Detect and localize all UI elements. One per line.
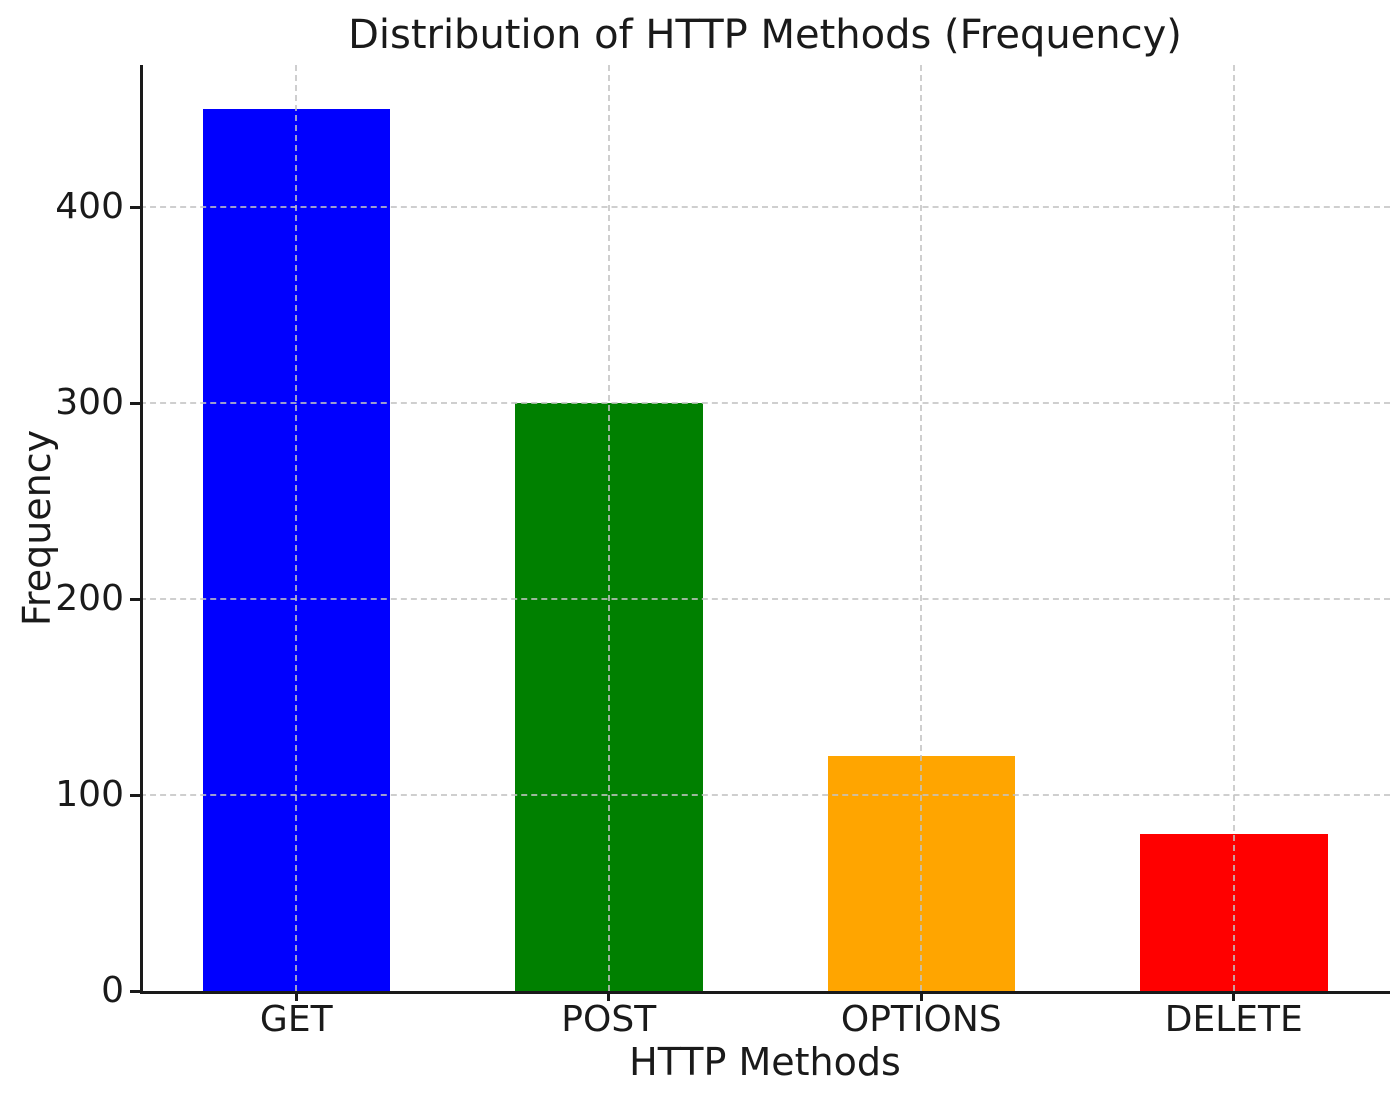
- gridline-horizontal: [140, 598, 1390, 601]
- gridline-vertical: [295, 65, 298, 991]
- x-tick-mark: [294, 991, 298, 1001]
- gridline-horizontal: [140, 206, 1390, 209]
- y-tick-mark: [130, 401, 140, 405]
- x-tick-label-delete: DELETE: [1164, 999, 1303, 1040]
- gridline-vertical: [607, 65, 610, 991]
- x-axis-label: HTTP Methods: [629, 1040, 901, 1084]
- gridline-horizontal: [140, 402, 1390, 405]
- y-tick-label: 0: [101, 970, 124, 1011]
- gridline-horizontal: [140, 794, 1390, 797]
- x-axis-spine: [140, 991, 1390, 994]
- chart-title: Distribution of HTTP Methods (Frequency): [348, 12, 1182, 58]
- x-tick-label-options: OPTIONS: [840, 999, 1002, 1040]
- gridline-vertical: [1232, 65, 1235, 991]
- gridline-vertical: [920, 65, 923, 991]
- x-tick-label-post: POST: [561, 999, 657, 1040]
- y-tick-mark: [130, 597, 140, 601]
- y-tick-mark: [130, 989, 140, 993]
- y-tick-label: 100: [55, 774, 124, 816]
- x-tick-label-get: GET: [259, 999, 333, 1040]
- y-tick-label: 400: [55, 186, 124, 228]
- y-tick-label: 300: [55, 382, 124, 424]
- x-tick-mark: [919, 991, 923, 1001]
- y-tick-label: 200: [55, 578, 124, 620]
- y-tick-mark: [130, 793, 140, 797]
- y-tick-mark: [130, 205, 140, 209]
- x-tick-mark: [607, 991, 611, 1001]
- y-axis-spine: [140, 65, 143, 994]
- x-tick-mark: [1232, 991, 1236, 1001]
